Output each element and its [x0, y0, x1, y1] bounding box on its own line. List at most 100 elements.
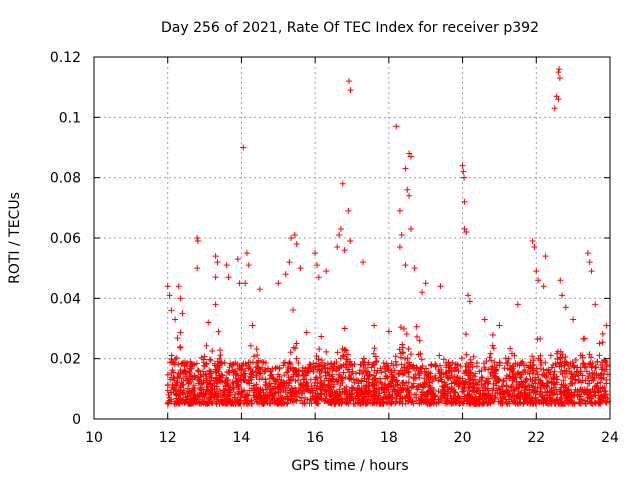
data-point	[288, 235, 295, 241]
data-point	[291, 367, 298, 374]
data-point	[171, 385, 178, 392]
data-point	[328, 360, 335, 367]
data-point	[203, 375, 210, 382]
data-point	[550, 361, 557, 368]
data-point	[413, 397, 420, 404]
data-point	[508, 350, 515, 357]
data-point	[557, 277, 564, 284]
data-point	[511, 386, 518, 393]
x-tick-label: 12	[159, 430, 177, 446]
data-point	[504, 387, 511, 394]
data-point	[307, 389, 314, 396]
data-point	[586, 380, 593, 387]
data-point	[338, 399, 345, 406]
data-point	[177, 329, 184, 336]
data-point	[486, 354, 493, 361]
data-point	[303, 329, 310, 336]
data-point	[382, 365, 389, 372]
data-point	[212, 366, 219, 373]
data-point	[413, 323, 420, 330]
data-point	[176, 375, 183, 382]
data-point	[557, 360, 564, 367]
data-point	[529, 353, 536, 360]
data-point	[597, 379, 604, 386]
data-point	[366, 382, 373, 389]
data-point	[232, 368, 239, 375]
data-point	[295, 359, 302, 366]
data-point	[263, 382, 270, 389]
data-point	[293, 241, 300, 248]
data-point	[371, 322, 378, 329]
data-point	[200, 356, 207, 363]
data-point	[257, 386, 264, 393]
data-point	[480, 360, 487, 367]
data-point	[541, 396, 548, 403]
data-point	[490, 345, 497, 352]
data-point	[492, 373, 499, 380]
data-point	[182, 394, 189, 401]
data-point	[355, 380, 362, 387]
data-point	[555, 69, 562, 76]
data-point	[397, 324, 404, 331]
data-point	[482, 366, 489, 373]
data-point	[487, 350, 494, 357]
data-point	[534, 368, 541, 375]
data-point	[439, 398, 446, 405]
data-point	[348, 361, 355, 368]
data-point	[313, 385, 320, 392]
data-point	[297, 265, 304, 272]
x-tick-label: 16	[306, 430, 324, 446]
data-point	[559, 370, 566, 377]
data-point	[210, 394, 217, 401]
data-point	[286, 259, 293, 266]
data-point	[315, 274, 322, 281]
data-point	[268, 389, 275, 396]
data-point	[181, 359, 188, 366]
data-point	[465, 292, 472, 299]
data-point	[328, 378, 335, 385]
data-point	[293, 368, 300, 375]
data-point	[256, 369, 263, 376]
data-point	[337, 355, 344, 362]
data-point	[595, 400, 602, 407]
data-point	[360, 362, 367, 369]
data-point	[534, 388, 541, 395]
data-point	[550, 375, 557, 382]
data-point	[380, 398, 387, 405]
data-point	[394, 390, 401, 397]
data-point	[440, 356, 447, 363]
data-point	[388, 400, 395, 407]
data-point	[339, 180, 346, 187]
data-point	[341, 346, 348, 353]
data-point	[195, 368, 202, 375]
data-point	[570, 316, 577, 323]
data-point	[417, 396, 424, 403]
data-point	[459, 385, 466, 392]
data-point	[448, 380, 455, 387]
data-point	[506, 392, 513, 399]
data-point	[351, 360, 358, 367]
data-point	[290, 364, 297, 371]
data-point	[441, 383, 448, 390]
data-point	[462, 363, 469, 370]
data-point	[600, 374, 607, 381]
data-point	[206, 367, 213, 374]
data-point	[526, 382, 533, 389]
y-tick-label: 0.06	[50, 231, 81, 247]
data-point	[334, 390, 341, 397]
data-point	[302, 382, 309, 389]
roti-points	[164, 66, 612, 407]
data-point	[303, 372, 310, 379]
data-point	[199, 399, 206, 406]
data-point	[322, 397, 329, 404]
data-point	[308, 400, 315, 407]
data-point	[404, 384, 411, 391]
data-point	[596, 395, 603, 402]
data-point	[463, 331, 470, 338]
data-point	[373, 358, 380, 365]
data-point	[581, 335, 588, 342]
data-point	[217, 393, 224, 400]
data-point	[496, 360, 503, 367]
data-point	[217, 377, 224, 384]
data-point	[537, 377, 544, 384]
